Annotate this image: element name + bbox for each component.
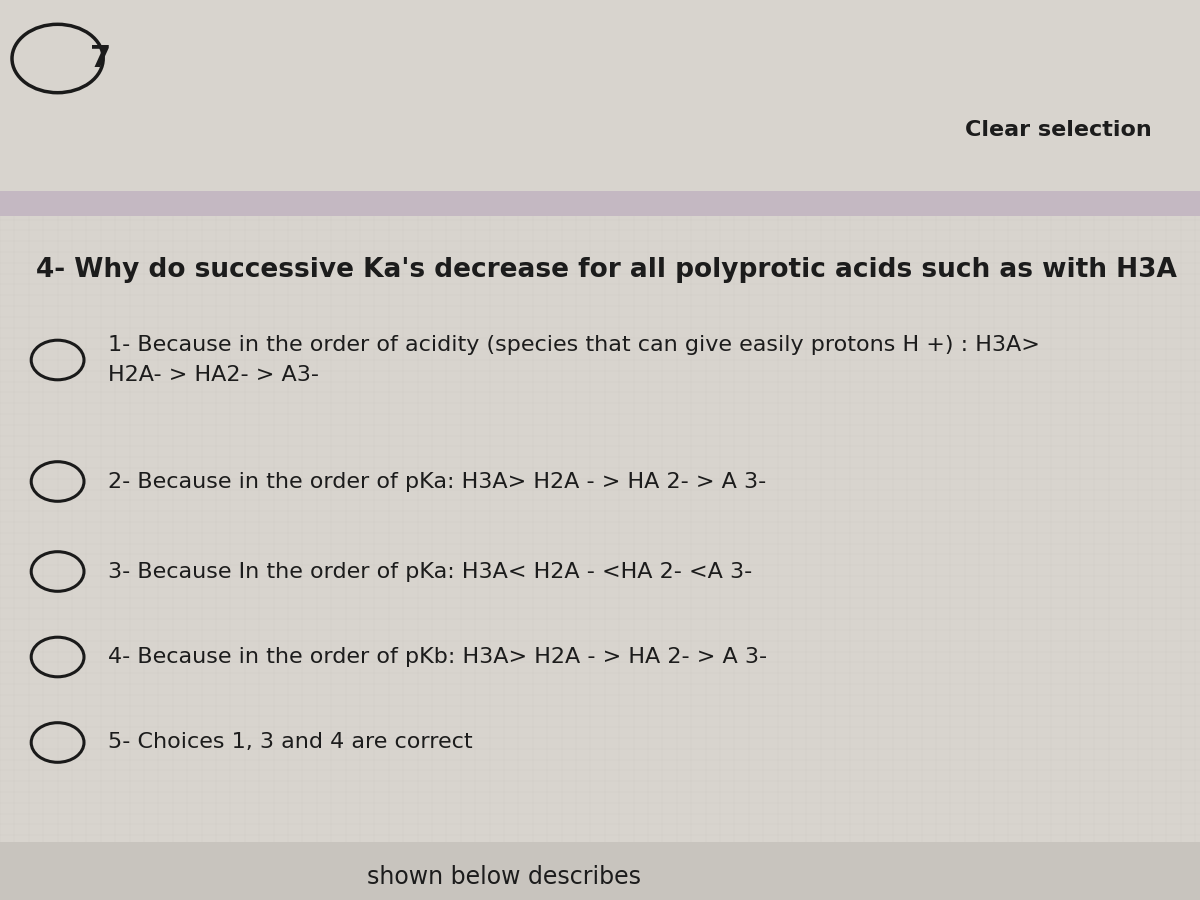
Text: 7: 7 [90,44,112,73]
Text: 3- Because In the order of pKa: H3A< H2A - <HA 2- <A 3-: 3- Because In the order of pKa: H3A< H2A… [108,562,752,581]
Text: 4- Because in the order of pKb: H3A> H2A - > HA 2- > A 3-: 4- Because in the order of pKb: H3A> H2A… [108,647,767,667]
Text: 5- Choices 1, 3 and 4 are correct: 5- Choices 1, 3 and 4 are correct [108,733,473,752]
Text: shown below describes: shown below describes [367,866,641,889]
Text: Clear selection: Clear selection [965,121,1152,140]
FancyBboxPatch shape [0,0,1200,198]
FancyBboxPatch shape [0,842,1200,900]
Text: 2- Because in the order of pKa: H3A> H2A - > HA 2- > A 3-: 2- Because in the order of pKa: H3A> H2A… [108,472,767,491]
Text: 1- Because in the order of acidity (species that can give easily protons H +) : : 1- Because in the order of acidity (spec… [108,335,1040,385]
Text: 4- Why do successive Ka's decrease for all polyprotic acids such as with H3A: 4- Why do successive Ka's decrease for a… [36,257,1177,283]
FancyBboxPatch shape [0,191,1200,216]
